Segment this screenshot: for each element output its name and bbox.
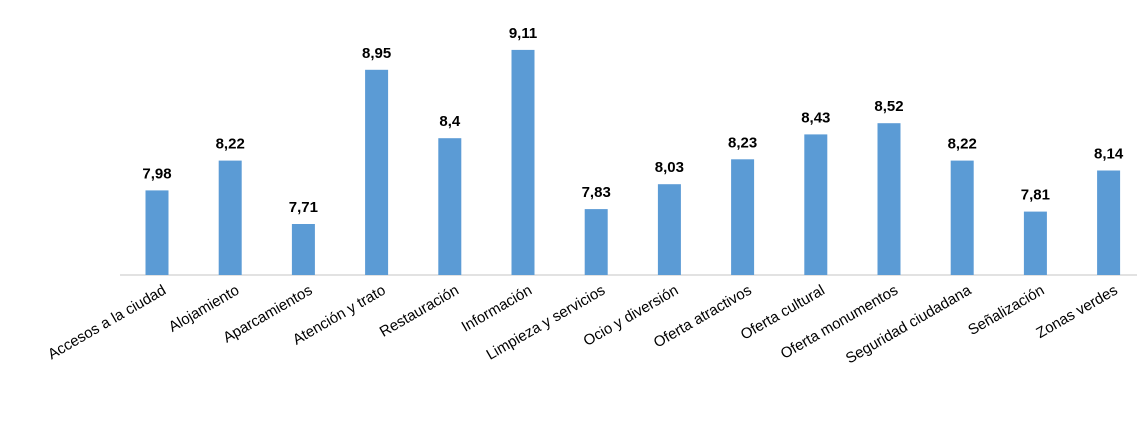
value-label-1: 8,22 (216, 136, 245, 153)
value-label-7: 8,03 (655, 159, 684, 176)
bar-5 (511, 49, 535, 276)
bar-6 (584, 209, 608, 275)
value-label-5: 9,11 (509, 25, 537, 42)
category-label-0: Accesos a la ciudad (45, 282, 169, 363)
bar-7 (657, 184, 681, 275)
bar-11 (950, 160, 974, 275)
value-label-4: 8,4 (439, 113, 461, 130)
category-label-6: Limpieza y servicios (483, 282, 608, 364)
value-label-8: 8,23 (728, 134, 757, 151)
bar-4 (438, 138, 462, 275)
bars-group (145, 49, 1121, 276)
bar-9 (804, 134, 828, 275)
bar-2 (291, 224, 315, 275)
bar-12 (1023, 211, 1047, 275)
value-label-12: 7,81 (1021, 187, 1050, 204)
bar-8 (731, 159, 755, 275)
bar-13 (1097, 170, 1121, 275)
category-label-13: Zonas verdes (1033, 282, 1120, 342)
category-labels-group: Accesos a la ciudadAlojamientoAparcamien… (45, 281, 1121, 367)
value-label-9: 8,43 (801, 109, 830, 126)
bar-10 (877, 123, 901, 275)
value-label-2: 7,71 (289, 199, 318, 216)
value-label-13: 8,14 (1094, 146, 1124, 163)
value-label-3: 8,95 (362, 45, 391, 62)
value-labels-group: 7,98 8,22 7,71 8,95 8,4 9,11 7,83 8,03 8,23 8,43 8… (142, 25, 1123, 216)
value-label-10: 8,52 (874, 98, 903, 115)
bar-1 (218, 160, 242, 275)
category-label-11: Seguridad ciudadana (843, 281, 975, 367)
bar-0 (145, 190, 169, 275)
value-label-11: 8,22 (948, 136, 977, 153)
category-label-10: Oferta monumentos (778, 282, 901, 363)
category-label-4: Restauración (377, 282, 462, 341)
value-label-0: 7,98 (142, 165, 171, 182)
value-label-6: 7,83 (582, 184, 611, 201)
bar-3 (365, 69, 389, 275)
